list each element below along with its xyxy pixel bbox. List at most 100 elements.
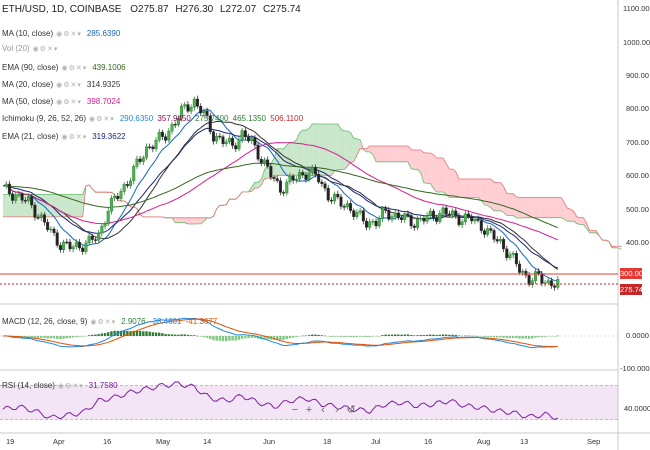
indicator-controls-icon[interactable]: ◉⚙✕▾ [89,116,115,123]
indicator-controls-icon[interactable]: ◉⚙✕▾ [56,31,82,38]
ichimoku-base-value: 357.9450 [157,114,191,123]
macd-histogram-bar [550,336,553,337]
candle-body [403,213,407,220]
price-tick: 600.00 [626,171,649,180]
candle-body [138,158,142,162]
macd-histogram-bar [189,335,193,336]
macd-histogram-bar [413,335,416,336]
reset-icon[interactable]: ↺ [346,404,356,416]
macd-signal-line [3,318,558,348]
macd-label[interactable]: MACD (12, 26, close, 9) ◉⚙✕▾ 2.9076 -38.46… [2,317,218,326]
candle-body [266,159,270,167]
indicator-ma10[interactable]: MA (10, close) ◉⚙✕▾ 285.6390 [2,29,121,38]
macd-histogram-bar [467,335,470,337]
candle-body [377,218,381,227]
macd-histogram-bar [84,336,88,337]
zoom-out-icon[interactable]: − [291,404,299,416]
indicator-vol[interactable]: Vol (20) ◉⚙✕▾ [2,44,59,53]
macd-histogram-bar [135,330,139,336]
candle-body [81,247,85,252]
indicator-value: 314.9325 [86,80,121,89]
candle-body [320,181,324,184]
indicator-ma20[interactable]: MA (20, close) ◉⚙✕▾ 314.9325 [2,80,121,89]
indicator-controls-icon[interactable]: ◉⚙✕▾ [61,65,88,72]
candle-body [514,253,518,265]
candle-body [250,137,254,142]
candle-body [78,242,82,249]
ichimoku-cloud-segment [509,193,514,216]
candle-body [275,178,279,181]
indicator-controls-icon[interactable]: ◉⚙✕▾ [56,82,82,89]
open-value: O275.87 [130,4,169,15]
indicator-controls-icon[interactable]: ◉⚙✕▾ [57,383,84,390]
macd-histogram-bar [24,336,27,338]
macd-histogram-bar [527,336,531,339]
candle-body [333,193,337,202]
ichimoku-cloud-segment [525,197,530,218]
macd-histogram-bar [470,335,473,337]
macd-histogram-bar [288,336,292,339]
indicator-ma50[interactable]: MA (50, close) ◉⚙✕▾ 398.7024 [2,97,121,106]
ichimoku-cloud-segment [293,139,297,176]
ichimoku-cloud-segment [194,217,198,225]
indicator-controls-icon[interactable]: ◉⚙✕▾ [90,319,117,326]
macd-histogram-bar [457,335,461,337]
candle-body [151,146,155,150]
macd-histogram-bar [483,336,486,337]
candle-body [492,230,496,240]
ichimoku-cloud-segment [468,178,472,198]
candle-body [409,215,413,227]
candle-body [380,208,384,219]
macd-histogram-bar [52,336,56,339]
macd-histogram-bar [132,330,135,336]
candle-body [240,130,244,141]
indicator-ichimoku[interactable]: Ichimoku (9, 26, 52, 26) ◉⚙✕▾ 290.6350 357… [2,114,304,123]
indicator-ema21[interactable]: EMA (21, close) ◉⚙✕▾ 319.3622 [2,132,126,141]
ichimoku-span-b-value: 506.1100 [270,114,304,123]
rsi-label[interactable]: RSI (14, close) ◉⚙✕▾ 31.7580 [2,381,118,390]
macd-histogram-bar [43,336,46,339]
ichimoku-span-a-value: 465.1350 [232,114,267,123]
scroll-right-icon[interactable]: › [335,404,339,416]
candle-body [234,145,238,150]
macd-histogram-bar [170,334,174,336]
macd-histogram-bar [406,334,410,336]
macd-histogram-bar [237,336,241,340]
indicator-controls-icon[interactable]: ◉⚙✕▾ [61,134,88,141]
ichimoku-conversion-value: 290.6350 [119,114,154,123]
candle-body [215,135,219,142]
ichimoku-cloud-segment [589,230,593,233]
candle-body [224,141,228,145]
candle-body [256,144,260,160]
ichimoku-cloud-segment [379,145,383,162]
price-tick: 1000.00 [623,38,650,47]
macd-histogram-bar [65,336,68,339]
rsi-line [2,381,559,421]
macd-histogram-bar [247,336,250,339]
time-tick: Jun [263,437,276,446]
candle-body [211,131,215,142]
indicator-controls-icon[interactable]: ◉⚙✕▾ [32,46,59,53]
ichimoku-cloud-segment [414,150,418,170]
indicator-ema90[interactable]: EMA (90, close) ◉⚙✕▾ 439.1006 [2,63,126,72]
macd-histogram-bar [346,336,349,337]
ichimoku-cloud-segment [197,217,201,224]
indicator-controls-icon[interactable]: ◉⚙✕▾ [56,99,82,106]
macd-histogram-bar [311,334,314,336]
macd-panel [0,317,618,349]
macd-histogram-bar [492,336,496,338]
candle-body [495,239,499,242]
zoom-in-icon[interactable]: + [305,404,313,416]
ichimoku-cloud-segment [522,197,526,219]
macd-histogram-bar [441,334,445,336]
macd-histogram-bar [272,336,276,340]
time-tick: May [156,437,171,446]
ichimoku-cloud-segment [462,178,466,198]
indicator-value: 439.1006 [92,63,126,72]
chart-header: ETH/USD, 1D, COINBASE O275.87 H276.30 L2… [2,4,301,15]
candle-body [132,166,136,182]
ichimoku-cloud-segment [500,182,504,213]
ichimoku-cloud-segment [261,169,265,185]
scroll-left-icon[interactable]: ‹ [321,404,325,416]
